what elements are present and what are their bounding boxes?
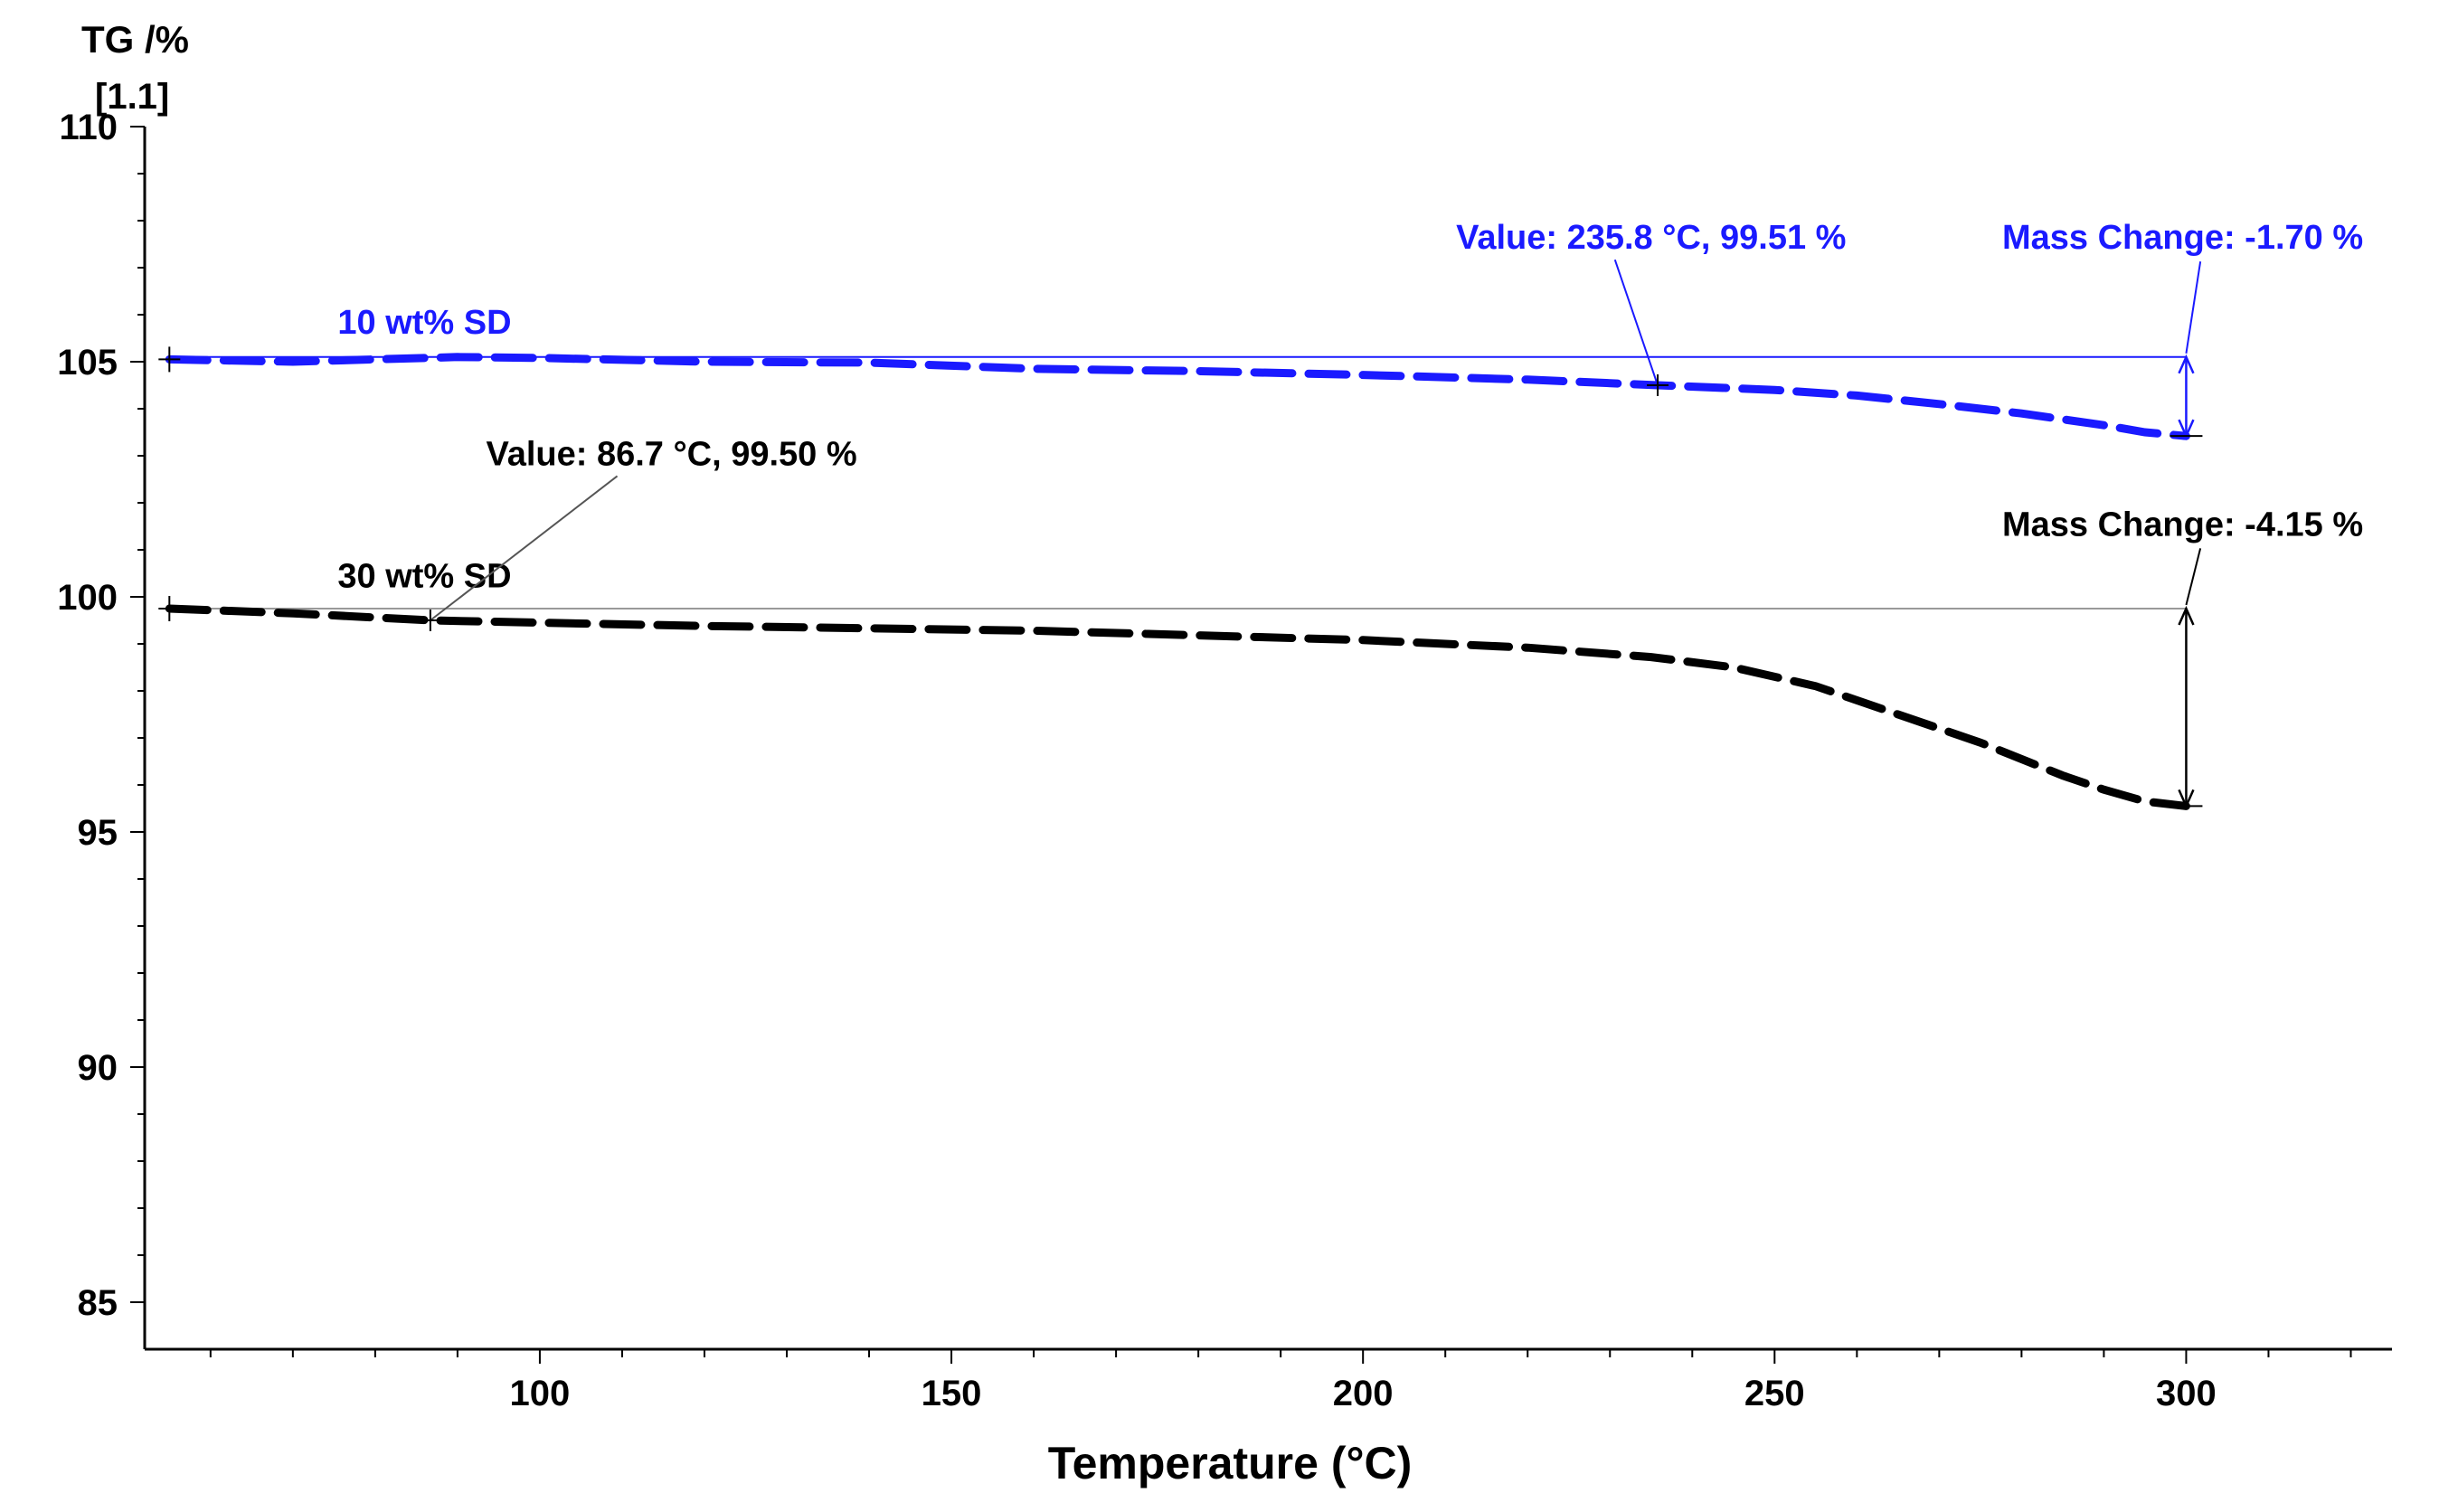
x-tick-label: 200 [1333,1374,1394,1413]
series-label: 30 wt% SD [337,558,511,596]
annotation-label: Mass Change: -4.15 % [2002,506,2363,543]
y-tick-label: 100 [57,578,118,618]
series-label: 10 wt% SD [337,304,511,342]
y-tick-label: 110 [59,108,118,147]
annotation-leader [2185,261,2202,354]
annotation-leader [1613,259,1659,386]
x-axis-title: Temperature (°C) [1048,1438,1412,1488]
series-line [165,604,2190,810]
series-line [165,353,2190,440]
arrow-head [2178,354,2195,374]
y-tick-label: 105 [57,343,118,383]
x-tick-label: 150 [922,1374,982,1413]
x-tick-label: 250 [1744,1374,1805,1413]
annotations: Value: 235.8 °C, 99.51 % Value: 86.7 °C, … [419,219,2363,809]
annotation-leader [2185,548,2202,606]
annotation-label: Value: 86.7 °C, 99.50 % [486,435,856,473]
annotation-label: Value: 235.8 °C, 99.51 % [1456,219,1846,257]
y-tick-label: 85 [78,1283,118,1323]
arrow-head [2178,605,2195,626]
series: 10 wt% SD 30 wt% SD [158,304,2190,810]
y-axis-step: [1.1] [95,77,169,117]
labels: TG /% [1.1] Temperature (°C) [81,18,1412,1488]
ticks: 100 150 200 250 300 85 90 95 100 105 110 [57,108,2352,1413]
y-axis-title-main: TG /% [81,18,189,61]
annotation-label: Mass Change: -1.70 % [2002,219,2363,257]
y-tick-label: 95 [78,813,118,853]
annotation-leader [430,475,619,621]
y-tick-label: 90 [78,1048,118,1088]
x-tick-label: 300 [2156,1374,2217,1413]
x-tick-label: 100 [510,1374,571,1413]
y-axis-title: TG /% [81,18,189,61]
